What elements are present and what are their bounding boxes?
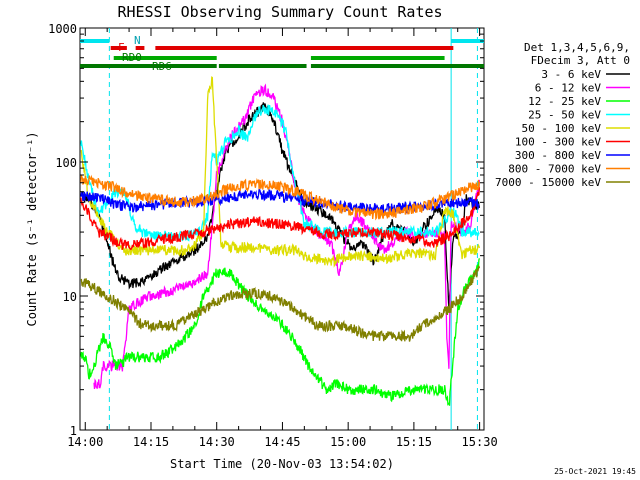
series-layer: [80, 76, 481, 406]
series-line-3: [80, 258, 481, 406]
y-axis-label: Count Rate (s⁻¹ detector⁻¹): [25, 131, 39, 326]
x-axis: 14:00 14:15 14:30 14:45 15:00 15:15 15:30: [67, 28, 498, 449]
y-tick-label: 100: [55, 156, 77, 170]
series-line-4: [80, 104, 480, 242]
legend-label: 25 - 50 keV: [528, 109, 601, 122]
y-axis: 1 10 100 1000: [48, 22, 484, 438]
x-axis-label: Start Time (20-Nov-03 13:54:02): [170, 457, 394, 471]
series-line-6: [80, 186, 481, 251]
series-line-9: [80, 265, 481, 342]
legend-label: 50 - 100 keV: [522, 122, 602, 135]
y-tick-label: 1: [70, 424, 77, 438]
legend-label: 6 - 12 keV: [535, 82, 602, 95]
x-tick-label: 14:30: [199, 435, 235, 449]
legend-label: 12 - 25 keV: [528, 95, 601, 108]
x-tick-label: 15:30: [462, 435, 498, 449]
x-tick-label: 14:15: [133, 435, 169, 449]
x-tick-label: 15:15: [396, 435, 432, 449]
legend-label: 800 - 7000 keV: [508, 163, 601, 176]
legend-header: Det 1,3,4,5,6,9,: [524, 41, 630, 54]
chart-title: RHESSI Observing Summary Count Rates: [117, 3, 442, 21]
y-tick-label: 1000: [48, 22, 77, 36]
x-tick-label: 14:45: [264, 435, 300, 449]
series-line-8: [80, 174, 481, 221]
flag-label-rd0: RD0: [122, 51, 142, 64]
legend-label: 100 - 300 keV: [515, 136, 601, 149]
timestamp: 25-Oct-2021 19:45: [554, 467, 636, 476]
legend-label: 7000 - 15000 keV: [495, 176, 601, 189]
legend-header: FDecim 3, Att 0: [531, 54, 630, 67]
x-tick-label: 15:00: [330, 435, 366, 449]
y-tick-label: 10: [63, 290, 77, 304]
flag-label-flare: F: [118, 41, 125, 54]
series-line-1: [80, 102, 481, 311]
x-tick-label: 14:00: [67, 435, 103, 449]
legend: Det 1,3,4,5,6,9,FDecim 3, Att 03 - 6 keV…: [495, 41, 630, 189]
legend-label: 300 - 800 keV: [515, 149, 601, 162]
legend-label: 3 - 6 keV: [541, 68, 601, 81]
flag-label-night: N: [134, 34, 141, 47]
flag-label-rd6: RD6: [152, 60, 172, 73]
series-line-5: [80, 76, 481, 268]
